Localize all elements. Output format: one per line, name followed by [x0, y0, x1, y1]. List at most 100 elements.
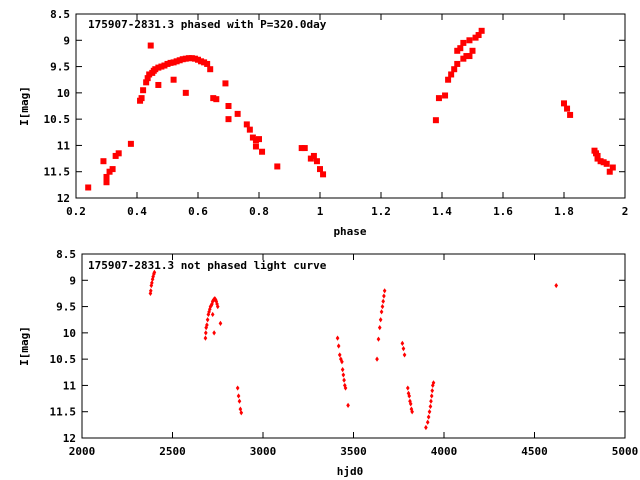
unphased-y-tick-label: 11.5: [50, 406, 77, 419]
phased-data-point: [256, 136, 262, 143]
phased-x-axis-title: phase: [333, 225, 366, 238]
phased-x-tick-label: 0.6: [188, 205, 208, 218]
unphased-data-point: [410, 409, 414, 415]
phased-data-point: [466, 37, 473, 44]
phased-data-point: [259, 148, 266, 155]
phased-data-point: [432, 117, 439, 124]
phased-y-axis-title: I[mag]: [18, 86, 31, 126]
unphased-data-point: [205, 317, 210, 323]
phased-data-point: [143, 79, 150, 86]
phased-data-point: [109, 166, 116, 173]
phased-data-point: [298, 145, 305, 152]
phased-data-point: [164, 60, 171, 67]
unphased-data-point: [235, 385, 240, 391]
phased-data-point: [173, 58, 180, 65]
unphased-data-point: [378, 317, 383, 323]
phased-plot-frame: [75, 13, 626, 199]
phased-data-point: [472, 34, 479, 41]
unphased-data-point: [376, 336, 381, 342]
phased-data-point: [469, 47, 476, 54]
unphased-chart-title: 175907-2831.3 not phased light curve: [88, 259, 327, 272]
phased-x-tick-label: 0.8: [249, 205, 269, 218]
phased-data-point: [185, 55, 192, 62]
unphased-data-point: [204, 325, 208, 331]
unphased-data-point: [342, 377, 346, 383]
unphased-data-point: [205, 322, 209, 328]
phased-data-point: [201, 59, 208, 66]
phased-data-point: [191, 55, 198, 62]
phased-data-point: [182, 89, 189, 96]
phased-data-point: [85, 184, 92, 191]
unphased-data-point: [340, 359, 344, 365]
unphased-y-tick-label: 9: [69, 274, 76, 287]
phased-data-point: [463, 53, 470, 60]
phased-data-point: [182, 55, 189, 62]
phased-data-point: [112, 152, 119, 159]
unphased-data-point: [408, 401, 413, 407]
phased-data-point: [252, 137, 259, 144]
unphased-data-point: [554, 282, 559, 289]
unphased-data-point: [336, 343, 341, 349]
phased-data-point: [170, 59, 177, 66]
unphased-data-point: [429, 398, 433, 404]
unphased-data-point: [382, 293, 386, 299]
phased-data-point: [564, 105, 571, 112]
phased-data-point: [460, 39, 467, 46]
unphased-data-point: [340, 367, 345, 373]
phased-data-point: [600, 159, 607, 166]
phased-data-point: [301, 145, 308, 152]
phased-light-curve-chart: 175907-2831.3 phased with P=320.0day pha…: [18, 8, 628, 238]
unphased-data-point: [207, 306, 212, 312]
unphased-data-point: [215, 303, 220, 310]
phased-data-point: [213, 96, 220, 103]
unphased-data-point: [427, 409, 432, 415]
phased-data-point: [320, 171, 327, 178]
unphased-data-point: [430, 388, 435, 394]
unphased-y-tick-label: 8.5: [56, 248, 76, 261]
phased-data-point: [188, 55, 195, 62]
phased-data-point: [147, 42, 154, 49]
unphased-data-point: [401, 346, 406, 352]
unphased-x-tick-label: 3500: [340, 445, 367, 458]
phased-x-tick-label: 1.6: [493, 205, 513, 218]
phased-data-point: [170, 76, 177, 83]
phased-data-point: [103, 173, 110, 180]
phased-data-point: [179, 56, 186, 63]
unphased-x-tick-label: 2000: [69, 445, 96, 458]
phased-data-point: [567, 111, 574, 118]
unphased-data-point: [426, 414, 431, 420]
phased-data-point: [176, 57, 183, 64]
phased-data-points: [85, 27, 616, 191]
phased-y-tick-label: 9.5: [50, 61, 70, 74]
phased-data-point: [460, 55, 467, 62]
phased-y-tick-label: 10: [57, 87, 70, 100]
unphased-x-tick-label: 2500: [159, 445, 186, 458]
unphased-data-point: [337, 352, 342, 358]
unphased-data-point: [407, 393, 412, 399]
unphased-data-point: [346, 402, 350, 409]
phased-data-point: [100, 158, 107, 165]
phased-data-point: [161, 62, 168, 69]
unphased-y-axis-title: I[mag]: [18, 326, 31, 366]
phased-data-point: [195, 56, 201, 63]
unphased-data-point: [203, 330, 208, 336]
phased-axis-ticks: 0.2 0.4 0.6 0.8 1 1.2 1.4 1.6 1.8 2 8.5 9 9.5 10 10.5 1…: [44, 8, 629, 218]
phased-data-point: [115, 150, 122, 157]
phased-data-point: [435, 95, 442, 102]
phased-data-point: [448, 71, 455, 78]
unphased-x-tick-label: 3000: [250, 445, 277, 458]
unphased-data-point: [379, 309, 384, 315]
phased-data-point: [103, 179, 110, 186]
phased-chart-title: 175907-2831.3 phased with P=320.0day: [88, 18, 327, 31]
phased-data-point: [561, 100, 567, 107]
unphased-data-point: [343, 385, 348, 391]
unphased-data-point: [218, 320, 223, 326]
unphased-data-point: [429, 393, 434, 399]
phased-data-point: [234, 110, 241, 117]
phased-data-point: [152, 66, 159, 73]
unphased-y-tick-label: 9.5: [56, 301, 76, 314]
unphased-plot-frame: [81, 253, 626, 439]
phased-data-point: [144, 75, 151, 82]
phased-data-point: [138, 95, 145, 102]
unphased-data-point: [428, 403, 433, 410]
